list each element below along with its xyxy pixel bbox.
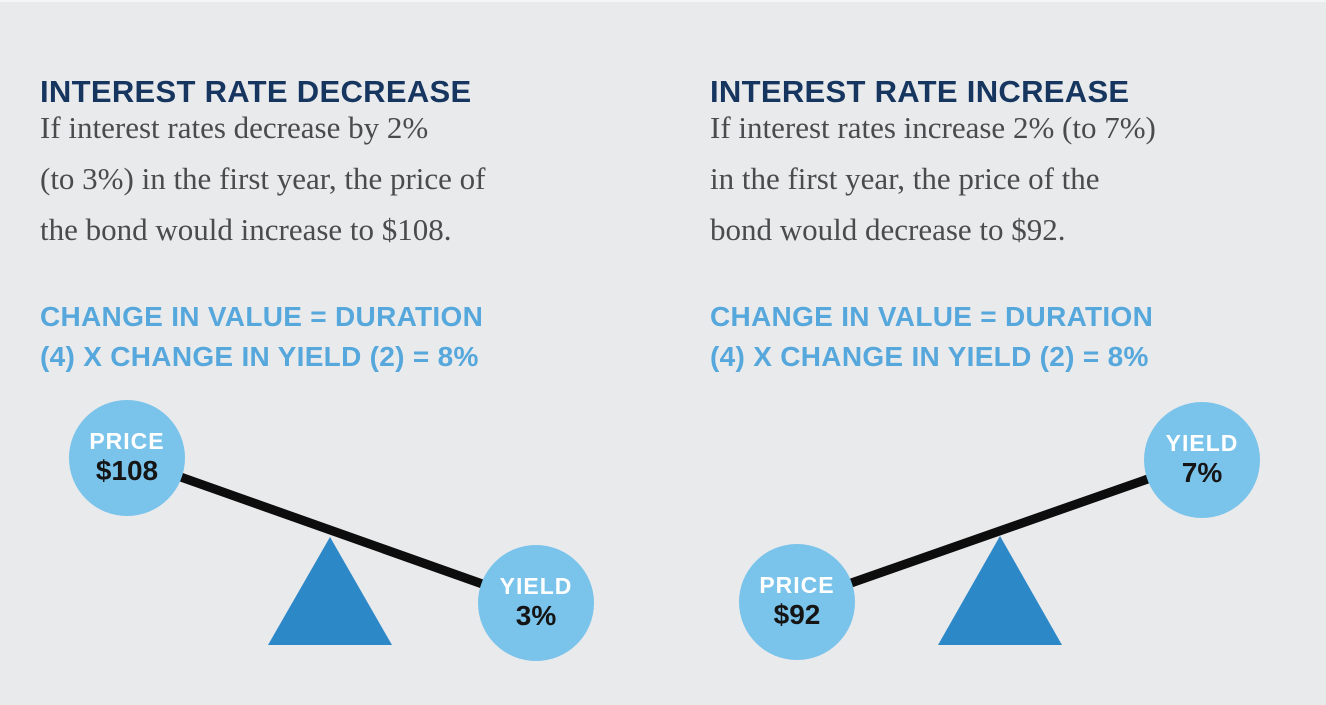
seesaw-diagram-yield-up: PRICE $92 YIELD 7% xyxy=(710,390,1326,705)
yield-bubble-value: 3% xyxy=(515,600,557,632)
seesaw-diagram-price-up: PRICE $108 YIELD 3% xyxy=(40,390,660,705)
duration-formula: CHANGE IN VALUE = DURATION (4) X CHANGE … xyxy=(710,297,1153,377)
formula-line: CHANGE IN VALUE = DURATION xyxy=(40,301,484,332)
description-line: (to 3%) in the first year, the price of xyxy=(40,161,486,196)
seesaw-shapes xyxy=(792,455,1207,645)
yield-bubble-value: 7% xyxy=(1181,457,1223,489)
fulcrum-triangle-icon xyxy=(938,536,1062,645)
yield-bubble: YIELD 7% xyxy=(1144,402,1260,518)
description-line: If interest rates increase 2% (to 7%) xyxy=(710,110,1156,145)
formula-line: (4) X CHANGE IN YIELD (2) = 8% xyxy=(40,341,479,372)
price-bubble: PRICE $108 xyxy=(69,400,185,516)
price-bubble-value: $108 xyxy=(95,455,159,487)
price-bubble: PRICE $92 xyxy=(739,544,855,660)
description-line: in the first year, the price of the xyxy=(710,161,1100,196)
seesaw-shapes xyxy=(122,453,541,645)
formula-line: CHANGE IN VALUE = DURATION xyxy=(710,301,1154,332)
price-bubble-value: $92 xyxy=(773,599,821,631)
yield-bubble: YIELD 3% xyxy=(478,545,594,661)
panel-description: If interest rates decrease by 2% (to 3%)… xyxy=(40,102,486,255)
duration-formula: CHANGE IN VALUE = DURATION (4) X CHANGE … xyxy=(40,297,483,377)
panel-title: INTEREST RATE DECREASE xyxy=(40,73,472,109)
price-bubble-label: PRICE xyxy=(759,571,835,598)
yield-bubble-label: YIELD xyxy=(499,572,573,599)
yield-bubble-label: YIELD xyxy=(1165,429,1239,456)
description-line: the bond would increase to $108. xyxy=(40,212,452,247)
panel-description: If interest rates increase 2% (to 7%) in… xyxy=(710,102,1156,255)
seesaw-beam-line xyxy=(792,455,1207,607)
seesaw-beam-line xyxy=(122,453,541,608)
panel-interest-rate-decrease: INTEREST RATE DECREASE If interest rates… xyxy=(40,0,660,705)
panel-interest-rate-increase: INTEREST RATE INCREASE If interest rates… xyxy=(710,0,1326,705)
price-bubble-label: PRICE xyxy=(89,427,165,454)
panel-title: INTEREST RATE INCREASE xyxy=(710,73,1130,109)
formula-line: (4) X CHANGE IN YIELD (2) = 8% xyxy=(710,341,1149,372)
page-top-edge xyxy=(0,0,1326,2)
description-line: If interest rates decrease by 2% xyxy=(40,110,429,145)
fulcrum-triangle-icon xyxy=(268,537,392,645)
description-line: bond would decrease to $92. xyxy=(710,212,1066,247)
